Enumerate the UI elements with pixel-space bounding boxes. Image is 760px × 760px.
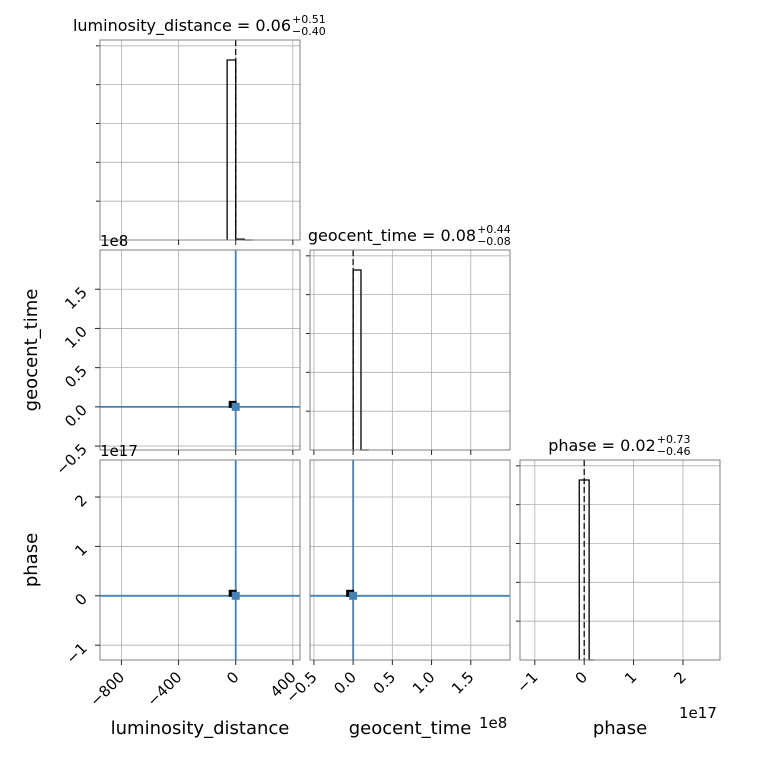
panel-frame — [99, 249, 301, 451]
panel-frame — [309, 459, 511, 661]
panel-geocent_time-vs-geocent_time: geocent_time = 0.08 +0.44−0.08 — [306, 223, 511, 455]
panel-phase-vs-geocent_time: −0.5 0.0 0.5 1.0 1.5 — [282, 459, 511, 707]
panel-luminosity_distance-vs-luminosity_distance: luminosity_distance = 0.06 +0.51−0.40 — [73, 13, 326, 245]
panel-phase-vs-phase: phase = 0.02 +0.73−0.46 −1 0 1 2 — [513, 433, 721, 696]
panel-geocent_time-vs-luminosity_distance: −0.5 0.0 0.5 1.0 1.5 — [52, 249, 301, 479]
panel-frame — [99, 459, 301, 661]
histogram-step — [226, 59, 253, 241]
y-tick-label: 0.0 — [61, 401, 91, 431]
panel-title: luminosity_distance = 0.06 — [73, 16, 291, 36]
x-tick-label: 2 — [670, 668, 689, 687]
truth-marker — [349, 591, 358, 600]
y-tick-label: 0 — [71, 590, 90, 609]
x-tick-label: 0 — [572, 668, 591, 687]
x-offset-label-geocent_time: 1e8 — [479, 714, 507, 732]
y-offset-label-geocent_time: 1e8 — [100, 232, 128, 250]
x-axis-label-phase: phase — [593, 718, 647, 739]
x-tick-label: −800 — [86, 668, 128, 710]
x-axis-label-luminosity_distance: luminosity_distance — [111, 718, 290, 739]
y-offset-label-phase: 1e17 — [100, 442, 138, 460]
x-tick-label: 1.0 — [409, 668, 439, 698]
title-minus-error: −0.46 — [657, 445, 691, 458]
y-tick-label: 0.5 — [61, 362, 91, 392]
y-tick-label: −0.5 — [52, 440, 90, 478]
y-tick-label: 1 — [71, 541, 90, 560]
x-tick-label: 0 — [223, 668, 242, 687]
title-plus-error: +0.51 — [292, 13, 326, 26]
truth-marker — [231, 591, 240, 600]
x-axis-label-geocent_time: geocent_time — [349, 718, 472, 739]
y-tick-label: 1.5 — [61, 283, 91, 313]
y-axis-label-geocent_time: geocent_time — [21, 289, 42, 412]
y-tick-label: 1.0 — [61, 323, 91, 353]
panel-frame — [99, 39, 301, 241]
title-plus-error: +0.44 — [477, 223, 511, 236]
title-minus-error: −0.08 — [477, 235, 511, 248]
panel-title: phase = 0.02 — [548, 436, 655, 455]
x-tick-label: 1.5 — [448, 668, 478, 698]
x-tick-label: 1 — [621, 668, 640, 687]
panel-frame — [519, 459, 721, 661]
panel-frame — [309, 249, 511, 451]
truth-marker — [231, 402, 240, 411]
y-tick-label: 2 — [71, 491, 90, 510]
title-minus-error: −0.40 — [292, 25, 326, 38]
histogram-step — [352, 269, 369, 451]
histogram-step — [578, 479, 595, 661]
title-plus-error: +0.73 — [657, 433, 691, 446]
x-tick-label: 0.0 — [330, 668, 360, 698]
x-offset-label-phase: 1e17 — [679, 704, 717, 722]
y-tick-label: −1 — [62, 639, 90, 667]
x-tick-label: 0.5 — [370, 668, 400, 698]
y-axis-label-phase: phase — [21, 533, 42, 587]
panel-title: geocent_time = 0.08 — [308, 226, 476, 246]
x-tick-label: −1 — [513, 668, 541, 696]
x-tick-label: −400 — [144, 668, 186, 710]
